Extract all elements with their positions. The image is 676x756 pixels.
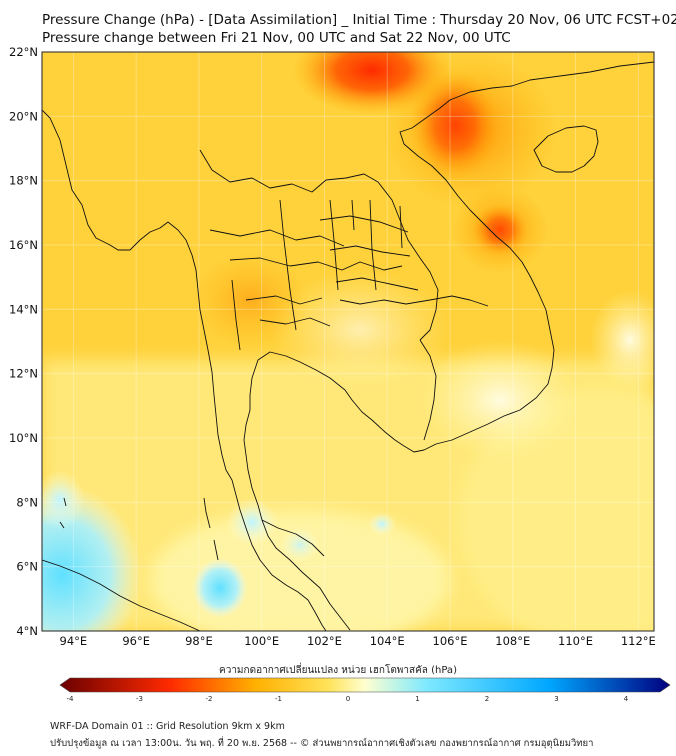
lon-tick-label: 104°E — [370, 634, 405, 648]
thailand-provinces-central — [209, 199, 403, 351]
pressure-change-map: 22°N 20°N 18°N 16°N 14°N 12°N 10°N 8°N 6°N 4°N 94… — [9, 45, 656, 648]
peninsula-east-coast — [243, 351, 405, 631]
lon-tick-label: 102°E — [307, 634, 342, 648]
map-subtitle: Pressure change between Fri 21 Nov, 00 U… — [42, 30, 511, 46]
map-title: Pressure Change (hPa) - [Data Assimilati… — [42, 12, 676, 28]
lat-tick-label: 12°N — [9, 367, 38, 381]
colorbar-tick-label: -3 — [136, 695, 143, 703]
colorbar-tick-label: 2 — [485, 695, 489, 703]
colorbar-tick-label: 1 — [415, 695, 419, 703]
map-frame — [41, 51, 655, 632]
colorbar-bar — [59, 677, 671, 693]
hainan-island — [533, 125, 599, 173]
footer-update-credit: ปรับปรุงข้อมูล ณ เวลา 13:00น. วัน พฤ. ที… — [50, 738, 594, 749]
lon-tick-label: 106°E — [433, 634, 468, 648]
lat-tick-label: 20°N — [9, 109, 38, 123]
lat-tick-label: 6°N — [16, 560, 38, 574]
colorbar-tick-label: 4 — [624, 695, 629, 703]
lon-tick-label: 108°E — [495, 634, 530, 648]
lat-tick-label: 4°N — [16, 624, 38, 638]
lon-tick-label: 112°E — [621, 634, 656, 648]
colorbar-tick-label: 0 — [346, 695, 350, 703]
lat-tick-label: 22°N — [9, 45, 38, 59]
thailand-provinces-northeast — [319, 199, 419, 291]
colorbar-tick-label: -4 — [67, 695, 75, 703]
latitude-axis: 22°N 20°N 18°N 16°N 14°N 12°N 10°N 8°N 6°N 4°N — [9, 45, 38, 638]
thailand-border-north — [199, 149, 439, 341]
colorbar-tick-label: -2 — [206, 695, 213, 703]
lat-lon-grid — [42, 51, 654, 632]
lon-tick-label: 98°E — [185, 634, 213, 648]
lat-tick-label: 10°N — [9, 431, 38, 445]
malaysia-thailand-border — [261, 519, 325, 557]
colorbar-tick-label: -1 — [275, 695, 282, 703]
colorbar-tick-label: 3 — [554, 695, 558, 703]
laos-cambodia-border — [339, 295, 489, 307]
pressure-field — [42, 52, 654, 631]
lon-tick-label: 100°E — [244, 634, 279, 648]
footer-model-info: WRF-DA Domain 01 :: Grid Resolution 9km … — [50, 721, 285, 732]
indochina-coast — [399, 61, 654, 453]
lon-tick-label: 96°E — [122, 634, 150, 648]
colorbar-ticks: -4 -3 -2 -1 0 1 2 3 4 — [67, 695, 629, 703]
longitude-axis: 94°E 96°E 98°E 100°E 102°E 104°E 106°E 108°E 110… — [60, 634, 656, 648]
myanmar-coastline — [42, 109, 233, 481]
colorbar-caption: ความกดอากาศเปลี่ยนแปลง หน่วย เฮกโตพาสคัล… — [219, 665, 457, 676]
lat-tick-label: 16°N — [9, 238, 38, 252]
lat-tick-label: 8°N — [16, 495, 38, 509]
coastline-borders — [42, 61, 654, 631]
andaman-islands — [59, 497, 219, 561]
lon-tick-label: 94°E — [60, 634, 88, 648]
cambodia-vietnam-border — [419, 339, 437, 441]
peninsula-west-coast — [231, 479, 327, 631]
lat-tick-label: 18°N — [9, 174, 38, 188]
lat-tick-label: 14°N — [9, 302, 38, 316]
lon-tick-label: 110°E — [558, 634, 593, 648]
sumatra-coast — [42, 559, 201, 631]
